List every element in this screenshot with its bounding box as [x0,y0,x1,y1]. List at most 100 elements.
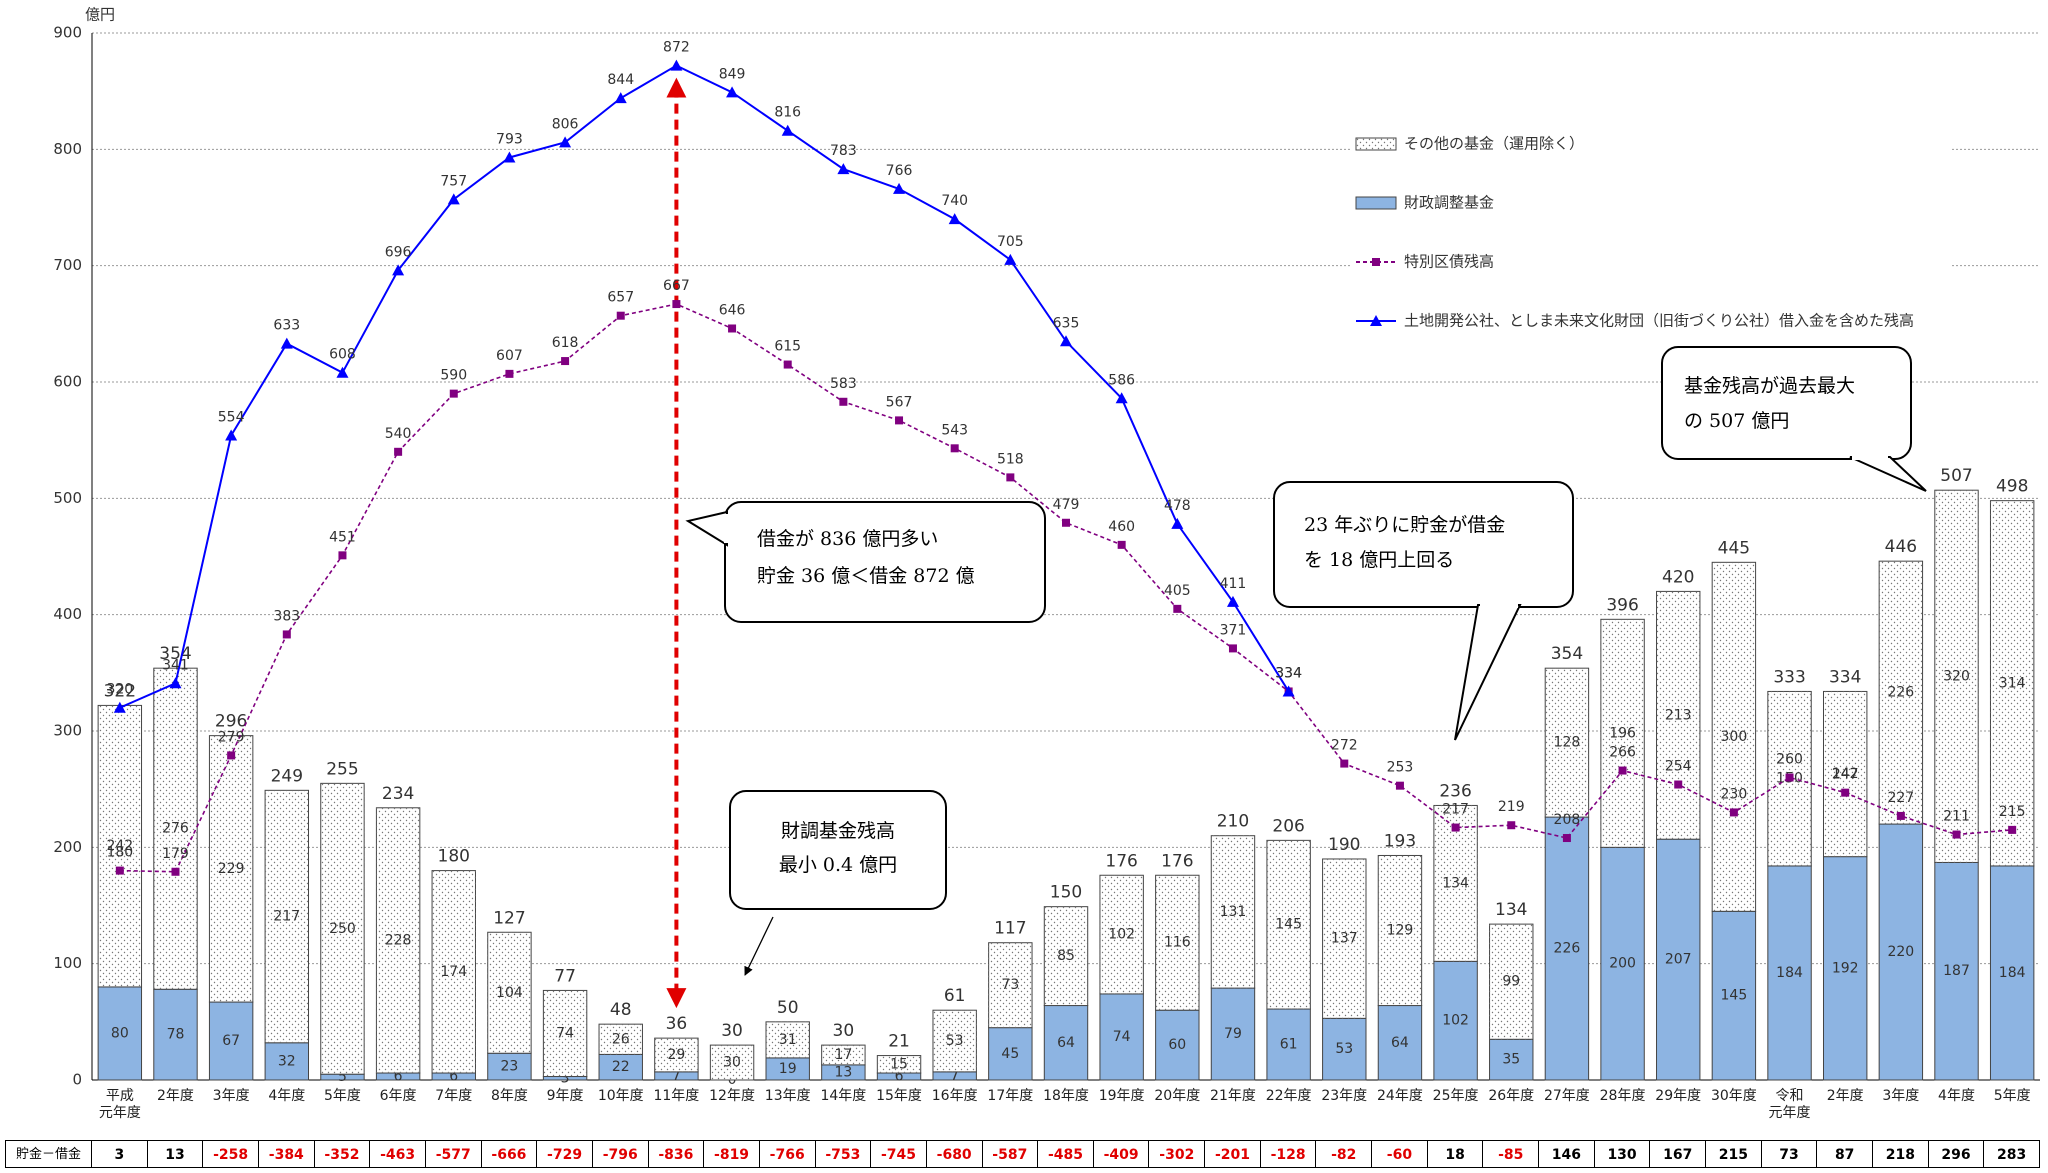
table-cell: 167 [1649,1140,1707,1168]
bar [153,988,198,1081]
line-label: 635 [1053,315,1080,331]
bar-label: 6 [895,1069,904,1085]
total-label: 334 [1829,667,1861,687]
callout-text: 基金残高が過去最大 [1684,375,1855,397]
total-label: 206 [1272,816,1304,836]
table-cell: 73 [1760,1140,1818,1168]
bar-label: 13 [834,1064,852,1080]
y-tick-label: 800 [53,140,82,158]
bar-label: 320 [1943,668,1970,684]
x-tick-label: 24年度 [1377,1088,1423,1104]
bar-texture [1489,924,1533,1040]
bar-label: 300 [1721,729,1748,745]
line-marker [1451,823,1460,832]
table-cell: -302 [1148,1140,1206,1168]
bar [1656,838,1701,1081]
callout: 借金が 836 億円多い 貯金 36 億＜借金 872 億 [685,501,1046,623]
bar [1600,846,1645,1081]
table-cell: -819 [703,1140,760,1168]
bar-label: 5 [338,1069,347,1085]
line-label: 849 [719,66,746,82]
bar-label: 207 [1665,952,1692,968]
bar [208,1001,254,1081]
line-label: 215 [1999,804,2026,820]
total-label: 446 [1885,537,1917,557]
legend-swatch [1355,196,1397,210]
line-marker [1228,644,1237,653]
x-tick-label: 21年度 [1210,1088,1256,1104]
line-label: 180 [106,845,133,861]
bar-label: 60 [1168,1037,1186,1053]
bar-label: 64 [1391,1035,1409,1051]
bar-label: 129 [1387,923,1414,939]
line-label: 179 [162,846,189,862]
bar-texture [1099,875,1144,994]
total-label: 296 [215,712,247,732]
total-label: 396 [1606,595,1638,615]
line-marker [1173,604,1182,613]
bar-label: 226 [1554,941,1581,957]
bar-label: 220 [1887,944,1914,960]
x-tick-label: 6年度 [379,1088,417,1104]
table-cell: -128 [1259,1140,1317,1168]
y-tick-label: 500 [53,489,82,507]
bar-texture [1823,691,1867,857]
table-cell: -836 [647,1140,705,1168]
line-marker [338,551,347,560]
table-cell: -384 [257,1140,315,1168]
line-marker [1785,773,1794,782]
line-marker [1841,788,1850,797]
total-label: 61 [944,986,966,1006]
bar [1711,910,1757,1081]
y-tick-label: 900 [53,24,82,42]
table-cell: -680 [925,1140,983,1168]
table-cell: -82 [1315,1140,1373,1168]
bar-label: 242 [106,838,133,854]
x-tick-label: 22年度 [1265,1088,1312,1104]
line-marker [1562,834,1571,843]
table-cell: 215 [1705,1140,1762,1168]
line-label: 219 [1498,799,1525,815]
line-marker [559,136,572,148]
table-cell: 3 [91,1140,148,1168]
line-label: 540 [385,426,412,442]
bar-texture [376,807,420,1074]
line-marker [1115,392,1128,404]
line-marker [672,300,681,309]
bar-texture [543,990,587,1077]
bar-label: 104 [496,985,523,1001]
line-marker [893,182,906,194]
line-marker [280,337,293,349]
table-cell: 283 [1983,1140,2040,1168]
bar-texture [1656,591,1700,840]
bar-texture [1378,855,1422,1006]
line-label: 451 [329,529,356,545]
bar [1210,987,1256,1081]
x-tick-label: 3年度 [212,1088,250,1104]
x-tick-label: 23年度 [1321,1088,1368,1104]
y-unit: 億円 [85,6,115,24]
bar-texture [1712,562,1756,912]
total-label: 117 [994,919,1026,939]
line-marker [1004,253,1017,265]
total-label: 507 [1940,466,1972,486]
line-label: 217 [1442,802,1469,818]
total-label: 176 [1161,851,1193,871]
legend-bg [1352,250,1952,274]
bar-label: 174 [440,964,467,980]
table-cell: -587 [981,1140,1039,1168]
line-marker [948,213,961,225]
callout-text: 貯金 36 億＜借金 872 億 [757,565,975,587]
bar-label: 145 [1275,917,1302,933]
total-label: 36 [666,1014,688,1034]
line-marker [1395,781,1404,790]
bar [1878,823,1924,1081]
y-tick-label: 300 [53,722,82,740]
line-label: 383 [273,608,300,624]
line-marker [781,124,794,136]
bar [1822,856,1868,1081]
legend-label: 特別区債残高 [1404,253,1494,271]
line-marker [1952,830,1961,839]
bar-label: 99 [1502,974,1520,990]
